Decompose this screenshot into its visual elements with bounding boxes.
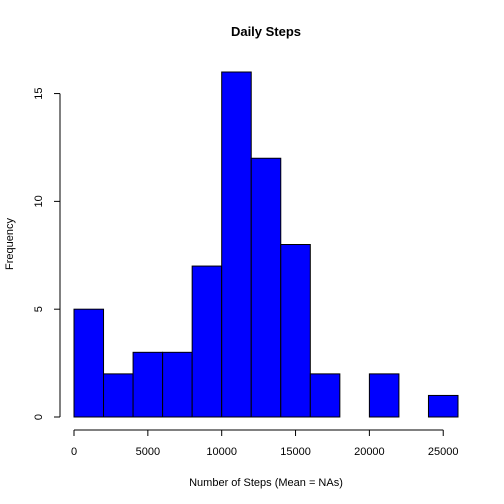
y-tick-label: 10 (33, 195, 45, 207)
bars-group (73, 71, 459, 418)
y-axis: 0 5 10 15 (33, 87, 61, 420)
histogram-bar (427, 394, 459, 418)
histogram-bar (309, 373, 341, 418)
histogram-bar (368, 373, 400, 418)
y-axis-label: Frequency (4, 218, 16, 270)
chart-title: Daily Steps (231, 24, 301, 39)
x-tick-label: 15000 (280, 446, 311, 458)
x-tick-label: 5000 (136, 446, 160, 458)
histogram-bar (191, 265, 223, 418)
x-tick-label: 25000 (428, 446, 459, 458)
histogram-bar (221, 71, 252, 418)
x-axis: 0 5000 10000 15000 20000 25000 (71, 429, 459, 458)
y-tick-label: 15 (33, 87, 45, 99)
y-tick-label: 5 (33, 306, 45, 312)
x-tick-label: 10000 (206, 446, 237, 458)
histogram-bar (250, 157, 282, 418)
histogram-bar (132, 351, 164, 418)
histogram-bar (280, 244, 311, 418)
histogram-bar (162, 351, 193, 418)
y-tick-label: 0 (33, 414, 45, 420)
x-tick-label: 20000 (354, 446, 385, 458)
histogram-bar (103, 373, 134, 418)
histogram-bar (73, 308, 105, 418)
x-axis-label: Number of Steps (Mean = NAs) (189, 477, 343, 489)
x-tick-label: 0 (71, 446, 77, 458)
